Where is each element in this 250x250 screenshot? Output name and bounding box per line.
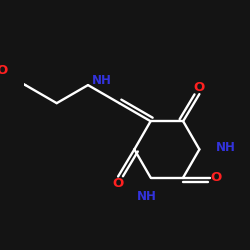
Text: O: O [0, 64, 7, 77]
Text: O: O [210, 171, 222, 184]
Text: O: O [194, 81, 205, 94]
Text: O: O [112, 176, 124, 190]
Text: NH: NH [137, 190, 157, 203]
Text: NH: NH [92, 74, 112, 87]
Text: NH: NH [216, 141, 236, 154]
